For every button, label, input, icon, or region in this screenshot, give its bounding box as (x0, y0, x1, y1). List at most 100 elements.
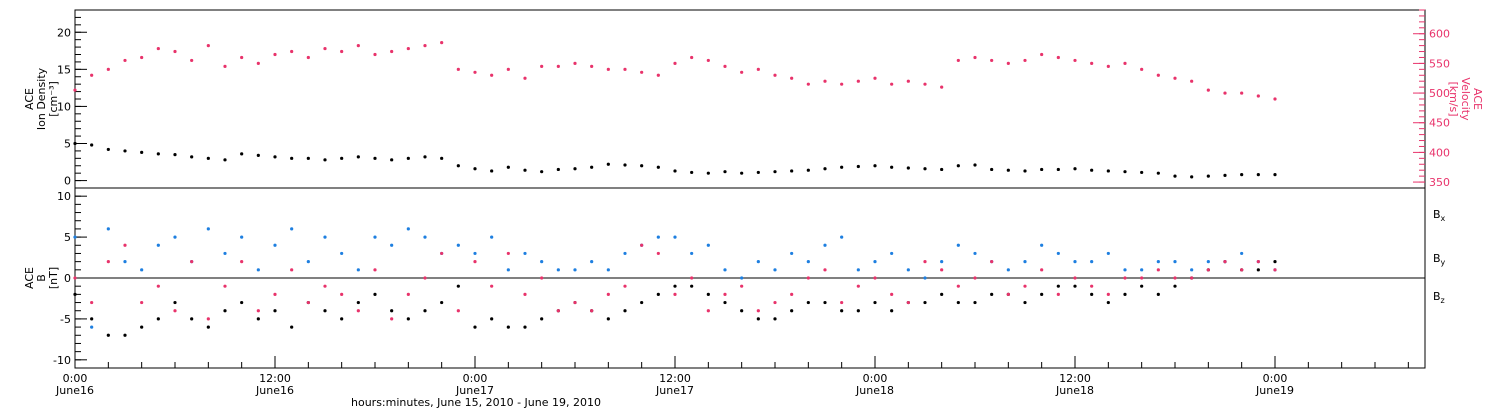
time-tick-label: 0:00 (1263, 372, 1288, 385)
point-velocity (440, 41, 444, 45)
point-bz (173, 309, 177, 313)
point-ion-density (1040, 167, 1044, 172)
point-ion-density (706, 171, 710, 175)
point-ion-density (973, 163, 977, 167)
point-bx (656, 292, 660, 296)
point-bz (256, 309, 260, 313)
point-by (323, 235, 327, 239)
point-by (690, 251, 694, 256)
point-velocity (673, 61, 677, 65)
point-bx (223, 309, 227, 313)
point-bx (173, 300, 177, 305)
point-velocity (856, 79, 860, 83)
point-by (573, 268, 577, 272)
point-bz (606, 292, 610, 296)
point-velocity (1023, 58, 1027, 63)
density-axis-label-line1: ACE (23, 88, 36, 110)
date-tick-label: June17 (455, 384, 494, 397)
point-velocity (1173, 76, 1177, 80)
point-ion-density (323, 158, 327, 162)
point-velocity (290, 49, 294, 54)
point-bz (1206, 268, 1210, 272)
point-by (340, 251, 344, 256)
point-velocity (256, 61, 260, 65)
point-bz (656, 251, 660, 256)
velocity-tick-label: 600 (1429, 28, 1450, 41)
point-bx (640, 300, 644, 305)
point-bz (1240, 268, 1244, 272)
point-bx (1173, 284, 1177, 288)
point-velocity (206, 44, 210, 48)
point-velocity (340, 49, 344, 54)
point-ion-density (1123, 170, 1127, 174)
point-ion-density (856, 164, 860, 169)
point-bx (323, 309, 327, 313)
point-velocity (990, 58, 994, 63)
point-by (1206, 260, 1210, 264)
point-ion-density (1006, 168, 1010, 172)
point-by (1056, 251, 1060, 256)
point-by (123, 260, 127, 264)
time-axis-ticks: 0:00June1612:00June160:00June1712:00June… (55, 356, 1409, 397)
point-bz (506, 251, 510, 256)
point-bx (823, 300, 827, 305)
point-bz (1023, 284, 1027, 288)
point-bz (473, 260, 477, 264)
point-by (1156, 260, 1160, 264)
point-bx (373, 292, 377, 296)
point-by (1023, 260, 1027, 264)
point-bx (1106, 300, 1110, 305)
point-bz (140, 300, 144, 305)
point-bz (1273, 268, 1277, 272)
point-by (740, 276, 744, 280)
point-ion-density (790, 169, 794, 173)
point-bz (440, 251, 444, 256)
point-velocity (423, 44, 427, 48)
point-velocity (523, 76, 527, 80)
point-ion-density (956, 164, 960, 168)
point-by (223, 251, 227, 256)
point-ion-density (1190, 175, 1194, 179)
point-bz (790, 292, 794, 296)
point-bx (406, 317, 410, 321)
point-bx (240, 300, 244, 305)
point-bx (773, 317, 777, 321)
point-ion-density (1240, 173, 1244, 177)
density-tick-label: 15 (57, 63, 71, 76)
point-bx (606, 317, 610, 321)
point-velocity (106, 67, 110, 71)
point-bx (756, 317, 760, 321)
point-velocity (973, 55, 977, 60)
point-bx (206, 325, 210, 329)
velocity-tick-label: 350 (1429, 176, 1450, 189)
point-velocity (1073, 58, 1077, 63)
point-bx (106, 333, 110, 337)
point-bz (723, 292, 727, 296)
point-by (1173, 260, 1177, 264)
density-axis-label-line3: [cm⁻³] (47, 81, 60, 117)
point-ion-density (1256, 173, 1260, 177)
point-by (1073, 260, 1077, 264)
point-bx (673, 284, 677, 288)
point-velocity (1090, 61, 1094, 65)
point-by (423, 235, 427, 239)
point-velocity (506, 67, 510, 71)
point-ion-density (773, 170, 777, 174)
point-ion-density (256, 153, 260, 157)
date-tick-label: June19 (1255, 384, 1294, 397)
point-bx (273, 309, 277, 313)
point-bz (306, 300, 310, 305)
legend: Bx By Bz (1433, 208, 1446, 305)
b-tick-label: 10 (57, 190, 71, 203)
point-ion-density (890, 165, 894, 169)
point-bz (640, 243, 644, 247)
point-by (473, 251, 477, 256)
velocity-tick-label: 550 (1429, 57, 1450, 70)
point-ion-density (823, 167, 827, 171)
point-bz (623, 284, 627, 288)
point-ion-density (206, 156, 210, 160)
point-bz (490, 284, 494, 288)
velocity-axis-ticks: 350 400 450 500 550 600 (1413, 9, 1450, 189)
point-velocity (90, 73, 94, 77)
